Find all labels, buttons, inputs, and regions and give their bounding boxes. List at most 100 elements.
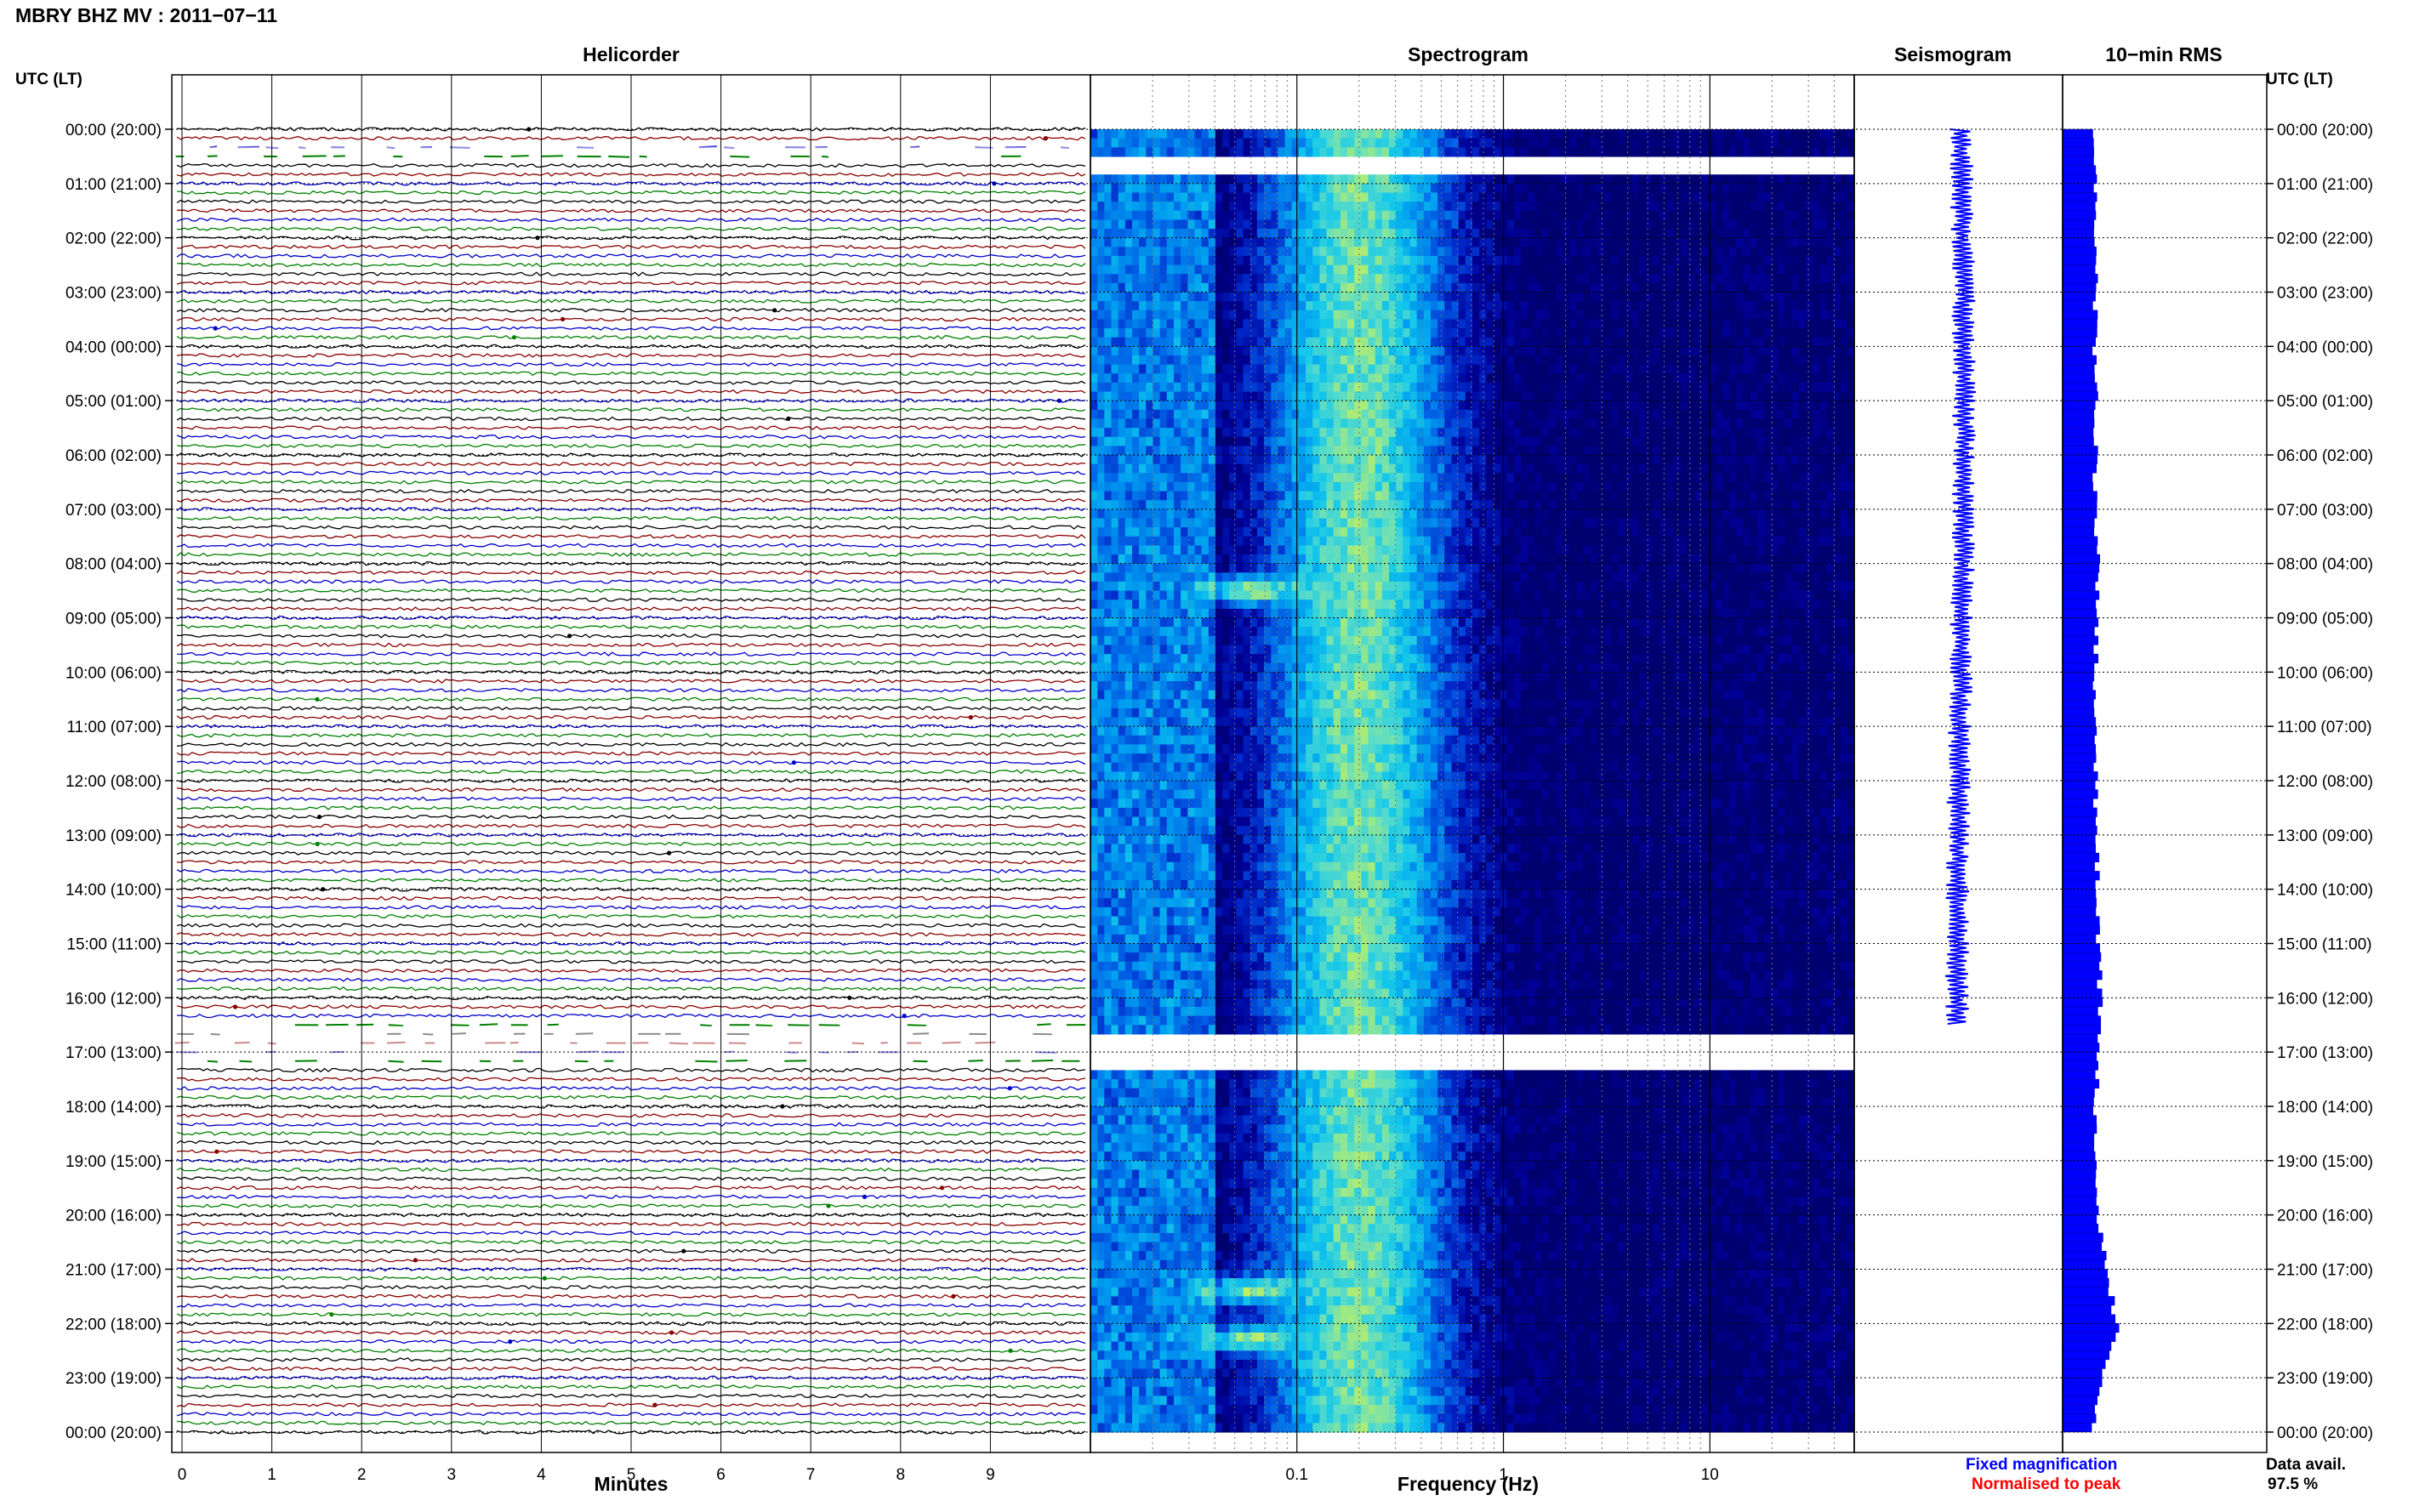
spectrogram-cell bbox=[1229, 554, 1238, 565]
spectrogram-cell bbox=[1264, 428, 1272, 438]
spectrogram-cell bbox=[1326, 545, 1335, 555]
spectrogram-cell bbox=[1396, 473, 1403, 483]
spectrogram-cell bbox=[1139, 328, 1147, 338]
spectrogram-cell bbox=[1680, 481, 1688, 492]
spectrogram-cell bbox=[1416, 219, 1425, 230]
spectrogram-cell bbox=[1118, 436, 1126, 446]
spectrogram-cell bbox=[1166, 518, 1175, 528]
spectrogram-cell bbox=[1298, 382, 1306, 393]
spectrogram-cell bbox=[1541, 264, 1550, 275]
spectrogram-cell bbox=[1403, 446, 1411, 456]
spectrogram-cell bbox=[1298, 346, 1306, 356]
spectrogram-cell bbox=[1174, 138, 1181, 148]
spectrogram-cell bbox=[1153, 463, 1161, 474]
spectrogram-cell bbox=[1361, 500, 1369, 510]
spectrogram-cell bbox=[1139, 481, 1147, 492]
spectrogram-cell bbox=[1111, 147, 1119, 157]
spectrogram-cell bbox=[1771, 310, 1779, 320]
spectrogram-cell bbox=[1264, 255, 1272, 266]
spectrogram-cell bbox=[1708, 247, 1716, 257]
spectrogram-cell bbox=[1597, 147, 1605, 157]
spectrogram-cell bbox=[1444, 147, 1453, 157]
spectrogram-cell bbox=[1534, 202, 1543, 212]
spectrogram-cell bbox=[1534, 264, 1543, 275]
spectrogram-cell bbox=[1118, 554, 1126, 565]
spectrogram-cell bbox=[1187, 491, 1196, 501]
spectrogram-cell bbox=[1375, 328, 1383, 338]
spectrogram-cell bbox=[1819, 500, 1827, 510]
spectrogram-cell bbox=[1840, 509, 1848, 519]
spectrogram-cell bbox=[1243, 436, 1251, 446]
spectrogram-cell bbox=[1146, 473, 1154, 483]
spectrogram-cell bbox=[1132, 346, 1140, 356]
spectrogram-cell bbox=[1312, 219, 1320, 230]
spectrogram-cell bbox=[1638, 382, 1647, 393]
spectrogram-cell bbox=[1124, 500, 1133, 510]
spectrogram-cell bbox=[1576, 147, 1585, 157]
spectrogram-cell bbox=[1381, 346, 1390, 356]
spectrogram-cell bbox=[1431, 463, 1438, 474]
spectrogram-cell bbox=[1104, 210, 1113, 220]
spectrogram-cell bbox=[1333, 274, 1341, 284]
spectrogram-cell bbox=[1416, 463, 1425, 474]
spectrogram-cell bbox=[1104, 481, 1113, 492]
spectrogram-cell bbox=[1528, 401, 1536, 411]
spectrogram-cell bbox=[1194, 301, 1203, 311]
spectrogram-cell bbox=[1403, 292, 1411, 302]
spectrogram-cell bbox=[1569, 129, 1578, 139]
spectrogram-cell bbox=[1153, 554, 1161, 565]
spectrogram-cell bbox=[1201, 346, 1210, 356]
spectrogram-cell bbox=[1458, 138, 1466, 148]
spectrogram-cell bbox=[1653, 292, 1661, 302]
spectrogram-cell bbox=[1181, 264, 1188, 275]
spectrogram-cell bbox=[1701, 237, 1710, 247]
spectrogram-cell bbox=[1479, 319, 1487, 329]
spectrogram-cell bbox=[1416, 428, 1425, 438]
spectrogram-cell bbox=[1444, 292, 1453, 302]
spectrogram-cell bbox=[1736, 418, 1744, 429]
spectrogram-cell bbox=[1729, 455, 1737, 465]
spectrogram-cell bbox=[1701, 401, 1710, 411]
spectrogram-cell bbox=[1389, 210, 1397, 220]
spectrogram-cell bbox=[1805, 500, 1813, 510]
spectrogram-cell bbox=[1361, 210, 1369, 220]
spectrogram-cell bbox=[1813, 328, 1820, 338]
spectrogram-cell bbox=[1124, 409, 1133, 419]
spectrogram-cell bbox=[1201, 292, 1210, 302]
spectrogram-cell bbox=[1493, 355, 1501, 366]
spectrogram-cell bbox=[1306, 382, 1313, 393]
spectrogram-cell bbox=[1847, 418, 1855, 429]
spectrogram-cell bbox=[1583, 138, 1591, 148]
spectrogram-cell bbox=[1124, 210, 1133, 220]
spectrogram-cell bbox=[1680, 274, 1688, 284]
spectrogram-cell bbox=[1486, 174, 1494, 185]
spectrogram-cell bbox=[1743, 527, 1751, 537]
spectrogram-cell bbox=[1333, 473, 1341, 483]
spectrogram-cell bbox=[1618, 473, 1626, 483]
spectrogram-cell bbox=[1104, 174, 1113, 185]
spectrogram-cell bbox=[1479, 129, 1487, 139]
spectrogram-cell bbox=[1465, 319, 1473, 329]
spectrogram-cell bbox=[1111, 346, 1119, 356]
spectrogram-cell bbox=[1534, 319, 1543, 329]
spectrogram-cell bbox=[1521, 401, 1528, 411]
spectrogram-cell bbox=[1597, 446, 1605, 456]
spectrogram-cell bbox=[1451, 310, 1460, 320]
spectrogram-cell bbox=[1111, 210, 1119, 220]
spectrogram-cell bbox=[1694, 409, 1702, 419]
spectrogram-cell bbox=[1291, 382, 1300, 393]
spectrogram-cell bbox=[1340, 274, 1348, 284]
spectrogram-cell bbox=[1556, 455, 1563, 465]
spectrogram-cell bbox=[1361, 174, 1369, 185]
spectrogram-cell bbox=[1278, 229, 1286, 239]
spectrogram-cell bbox=[1416, 202, 1425, 212]
spectrogram-cell bbox=[1666, 409, 1675, 419]
spectrogram-cell bbox=[1708, 237, 1716, 247]
spectrogram-cell bbox=[1312, 183, 1320, 193]
spectrogram-cell bbox=[1306, 192, 1313, 202]
spectrogram-cell bbox=[1319, 129, 1328, 139]
spectrogram-cell bbox=[1583, 337, 1591, 347]
spectrogram-cell bbox=[1111, 274, 1119, 284]
spectrogram-cell bbox=[1562, 409, 1570, 419]
spectrogram-cell bbox=[1174, 473, 1181, 483]
